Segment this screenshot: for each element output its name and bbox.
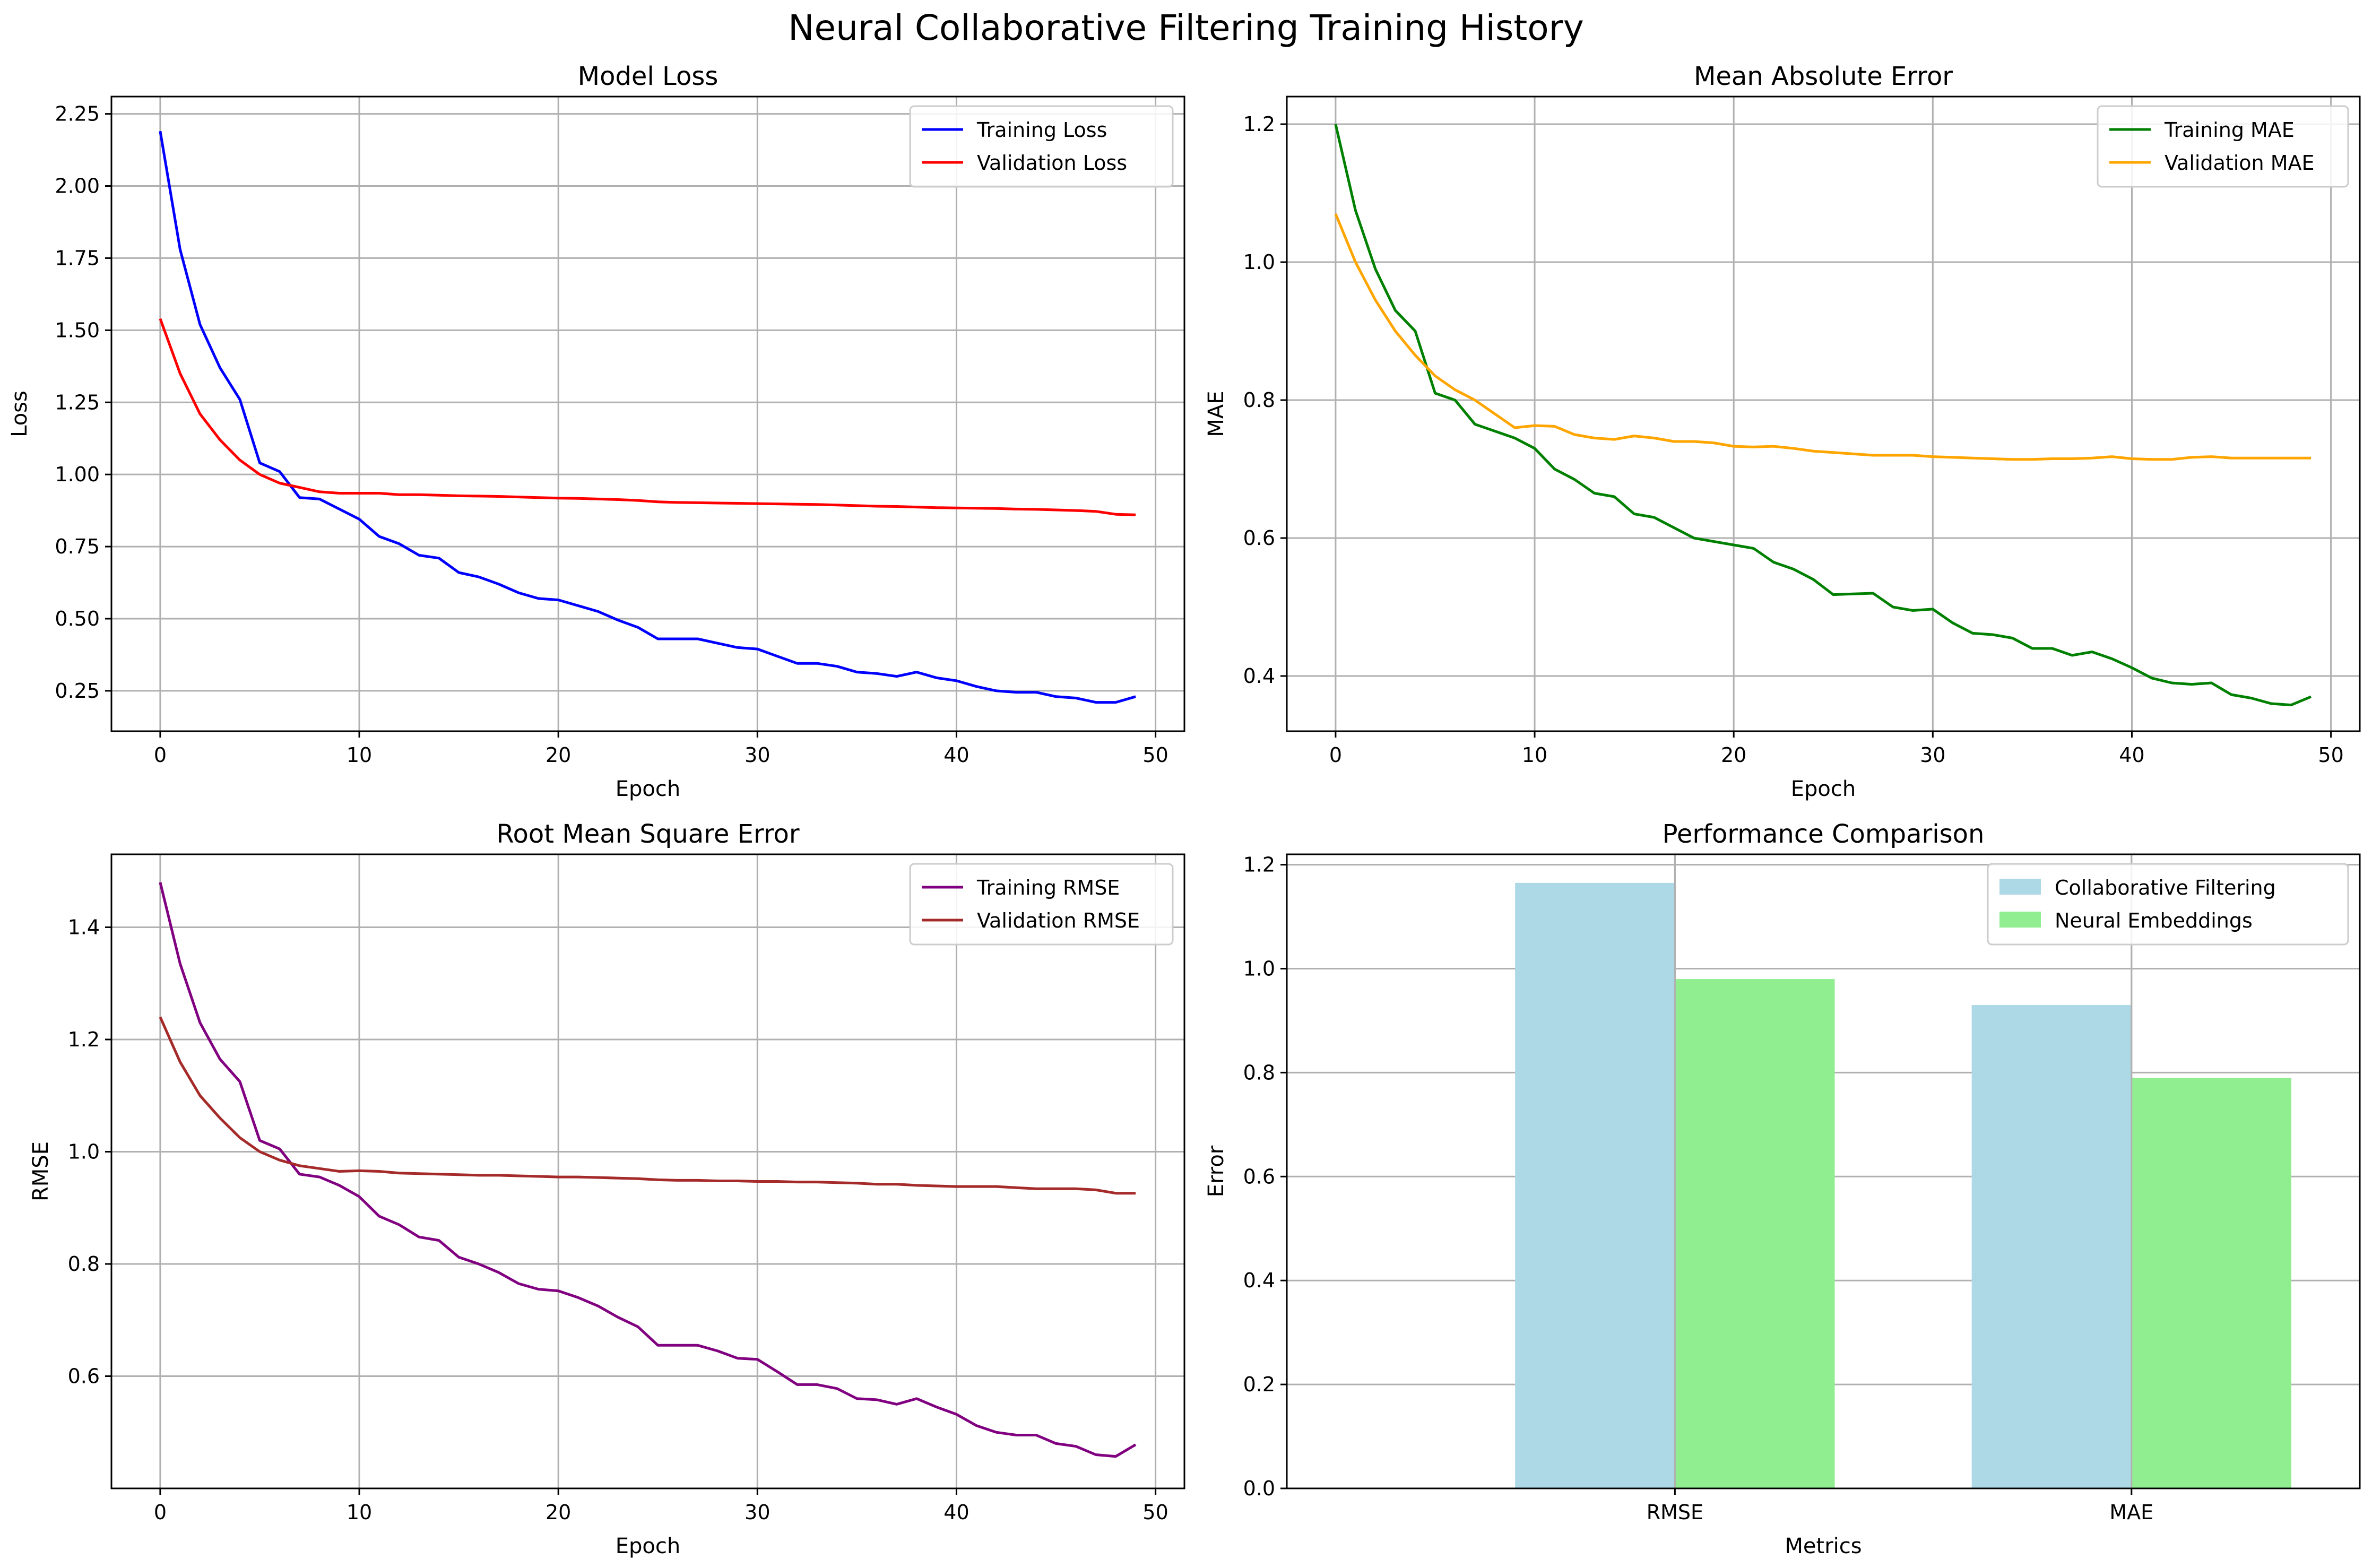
x-axis-label: Metrics bbox=[1785, 1534, 1862, 1558]
y-tick-label: 0.8 bbox=[1243, 388, 1275, 412]
legend-label: Validation MAE bbox=[2165, 151, 2315, 175]
y-tick-label: 0.0 bbox=[1243, 1477, 1275, 1500]
x-tick-label: 0 bbox=[154, 1501, 167, 1524]
x-axis-label: Epoch bbox=[616, 777, 680, 801]
legend-label: Training Loss bbox=[976, 118, 1107, 142]
axes-frame bbox=[1286, 96, 2361, 732]
legend-box bbox=[1987, 863, 2349, 946]
y-tick-label: 1.2 bbox=[1243, 112, 1275, 136]
y-axis-label: MAE bbox=[1204, 391, 1228, 437]
subplot-mae: 0 10 20 30 40 50 0.4 0.6 0.8 1.0 1.2 Mean Absolute … bbox=[1204, 62, 2361, 801]
legend-label: Validation Loss bbox=[977, 151, 1127, 175]
y-tick-label: 2.25 bbox=[55, 102, 100, 126]
y-tick-label: 0.6 bbox=[1243, 526, 1275, 550]
y-tick-label: 1.00 bbox=[55, 463, 100, 486]
axes-frame bbox=[110, 96, 1185, 732]
series-line-validation-rmse bbox=[159, 1016, 1136, 1195]
legend: Training RMSE Validation RMSE bbox=[909, 863, 1174, 946]
y-tick-label: 1.0 bbox=[1243, 957, 1275, 980]
x-tick-label: 30 bbox=[745, 1501, 770, 1524]
y-tick-label: 0.8 bbox=[68, 1252, 100, 1276]
y-tick-label: 1.25 bbox=[55, 391, 100, 414]
subplot-comparison: RMSE MAE 0.0 0.2 0.4 0.6 0.8 1.0 1.2 Performance … bbox=[1204, 819, 2361, 1558]
y-tick-label: 0.6 bbox=[1243, 1165, 1275, 1188]
x-tick-label: 20 bbox=[546, 743, 571, 767]
x-axis-label: Epoch bbox=[616, 1534, 680, 1558]
legend: Training MAE Validation MAE bbox=[2097, 105, 2349, 188]
x-tick-label: RMSE bbox=[1647, 1501, 1703, 1524]
x-tick-label: 30 bbox=[745, 743, 770, 767]
series-line-validation-loss bbox=[159, 318, 1136, 516]
legend: Collaborative Filtering Neural Embeddings bbox=[1987, 863, 2349, 946]
y-tick-label: 1.50 bbox=[55, 318, 100, 342]
series-line-training-mae bbox=[1334, 124, 2312, 707]
legend-box bbox=[909, 105, 1174, 188]
legend-label: Validation RMSE bbox=[977, 909, 1140, 932]
axes-frame bbox=[1286, 853, 2361, 1489]
x-tick-label: 50 bbox=[1142, 1501, 1168, 1524]
legend: Training Loss Validation Loss bbox=[909, 105, 1174, 188]
y-tick-label: 0.6 bbox=[68, 1364, 100, 1388]
x-tick-label: 0 bbox=[1329, 743, 1342, 767]
legend-swatch bbox=[1999, 879, 2041, 895]
y-tick-label: 0.8 bbox=[1243, 1061, 1275, 1084]
axes-frame bbox=[110, 853, 1185, 1489]
legend-box bbox=[909, 863, 1174, 946]
subplot-title: Mean Absolute Error bbox=[1694, 62, 1953, 91]
subplot-rmse: 0 10 20 30 40 50 0.6 0.8 1.0 1.2 1.4 Root Mean Squa… bbox=[29, 819, 1185, 1558]
y-tick-label: 0.4 bbox=[1243, 1269, 1275, 1292]
bar-collaborative-filtering-mae bbox=[1971, 1005, 2132, 1488]
subplot-title: Root Mean Square Error bbox=[496, 819, 800, 849]
y-tick-label: 0.2 bbox=[1243, 1373, 1275, 1396]
y-tick-label: 1.4 bbox=[68, 915, 100, 939]
legend-swatch bbox=[1999, 912, 2041, 928]
subplot-title: Model Loss bbox=[578, 62, 718, 91]
x-tick-label: 40 bbox=[2119, 743, 2144, 767]
y-tick-label: 1.0 bbox=[68, 1140, 100, 1163]
subplot-title: Performance Comparison bbox=[1663, 819, 1985, 849]
y-axis-label: Error bbox=[1204, 1145, 1228, 1197]
legend-label: Training RMSE bbox=[976, 876, 1120, 899]
y-tick-label: 1.75 bbox=[55, 246, 100, 270]
x-tick-label: 40 bbox=[943, 1501, 969, 1524]
x-tick-label: 10 bbox=[347, 743, 372, 767]
bar-neural-embeddings-mae bbox=[2131, 1078, 2291, 1488]
x-tick-label: 20 bbox=[546, 1501, 571, 1524]
x-tick-label: 50 bbox=[2318, 743, 2343, 767]
y-tick-label: 1.0 bbox=[1243, 250, 1275, 274]
y-tick-label: 1.2 bbox=[1243, 853, 1275, 877]
x-tick-label: 50 bbox=[1142, 743, 1168, 767]
legend-box bbox=[2097, 105, 2349, 188]
x-tick-label: 0 bbox=[154, 743, 167, 767]
series-line-training-loss bbox=[159, 131, 1136, 704]
figure-title: Neural Collaborative Filtering Training … bbox=[788, 7, 1584, 48]
x-tick-label: 10 bbox=[1522, 743, 1547, 767]
y-axis-label: Loss bbox=[7, 391, 32, 437]
series-line-training-rmse bbox=[159, 882, 1137, 1458]
x-tick-label: MAE bbox=[2109, 1501, 2153, 1524]
y-tick-label: 1.2 bbox=[68, 1028, 100, 1051]
legend-label: Collaborative Filtering bbox=[2055, 876, 2276, 899]
y-tick-label: 0.50 bbox=[55, 607, 100, 630]
y-tick-label: 0.75 bbox=[55, 535, 100, 558]
y-axis-label: RMSE bbox=[29, 1141, 53, 1201]
y-tick-label: 2.00 bbox=[55, 175, 100, 198]
x-tick-label: 20 bbox=[1721, 743, 1746, 767]
x-tick-label: 40 bbox=[943, 743, 969, 767]
y-tick-label: 0.25 bbox=[55, 679, 100, 703]
bar-collaborative-filtering-rmse bbox=[1515, 882, 1675, 1488]
y-tick-label: 0.4 bbox=[1243, 664, 1275, 688]
x-tick-label: 30 bbox=[1920, 743, 1945, 767]
legend-label: Neural Embeddings bbox=[2055, 909, 2253, 932]
x-axis-label: Epoch bbox=[1791, 777, 1856, 801]
series-line-validation-mae bbox=[1334, 213, 2312, 461]
bar-neural-embeddings-rmse bbox=[1675, 979, 1835, 1488]
subplot-loss: 0 10 20 30 40 50 0.25 0.50 0.75 1.00 1.25 1.50 1.75 2… bbox=[7, 62, 1185, 801]
legend-label: Training MAE bbox=[2164, 118, 2295, 142]
x-tick-label: 10 bbox=[347, 1501, 372, 1524]
